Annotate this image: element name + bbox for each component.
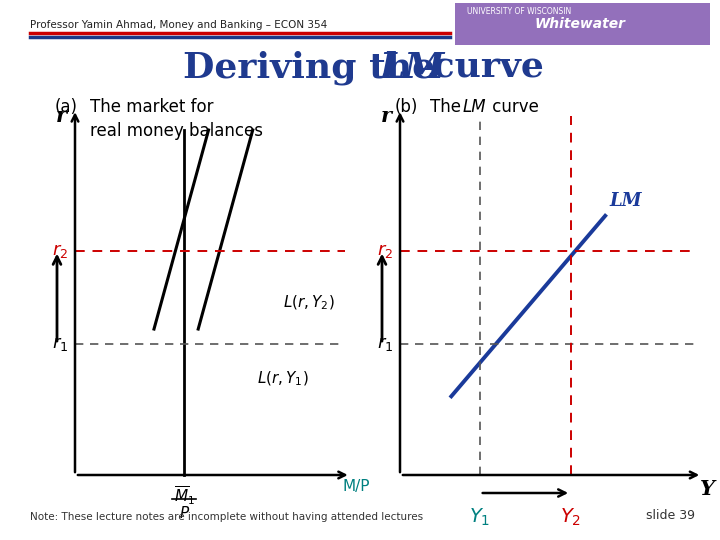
Text: Note: These lecture notes are incomplete without having attended lectures: Note: These lecture notes are incomplete… bbox=[30, 512, 423, 522]
Text: r: r bbox=[380, 106, 392, 126]
Text: Deriving the: Deriving the bbox=[183, 51, 448, 85]
Text: LM: LM bbox=[380, 51, 446, 85]
Text: LM: LM bbox=[609, 192, 642, 210]
Text: UNIVERSITY OF WISCONSIN: UNIVERSITY OF WISCONSIN bbox=[467, 6, 571, 16]
Text: The: The bbox=[430, 98, 467, 116]
Text: $Y_2$: $Y_2$ bbox=[560, 507, 582, 528]
Text: slide 39: slide 39 bbox=[646, 509, 695, 522]
Text: curve: curve bbox=[487, 98, 539, 116]
FancyBboxPatch shape bbox=[455, 3, 710, 45]
Text: (b): (b) bbox=[395, 98, 418, 116]
Text: $r_1$: $r_1$ bbox=[377, 335, 393, 353]
Text: r: r bbox=[55, 106, 66, 126]
Text: M/P: M/P bbox=[342, 479, 369, 494]
Text: Y: Y bbox=[701, 479, 715, 499]
Text: $r_2$: $r_2$ bbox=[377, 242, 393, 260]
Text: $r_2$: $r_2$ bbox=[52, 242, 68, 260]
Text: Professor Yamin Ahmad, Money and Banking – ECON 354: Professor Yamin Ahmad, Money and Banking… bbox=[30, 20, 328, 30]
Text: (a): (a) bbox=[55, 98, 78, 116]
Text: $L(r, Y_2)$: $L(r, Y_2)$ bbox=[283, 293, 335, 312]
Text: The market for
real money balances: The market for real money balances bbox=[90, 98, 263, 140]
Text: Whitewater: Whitewater bbox=[534, 17, 626, 31]
Text: curve: curve bbox=[420, 51, 544, 85]
Text: LM: LM bbox=[463, 98, 487, 116]
Text: $r_1$: $r_1$ bbox=[52, 335, 68, 353]
Text: $P$: $P$ bbox=[179, 505, 190, 521]
Text: $\overline{M}_1$: $\overline{M}_1$ bbox=[174, 485, 194, 508]
Text: $Y_1$: $Y_1$ bbox=[469, 507, 490, 528]
Text: $L(r, Y_1)$: $L(r, Y_1)$ bbox=[257, 369, 309, 388]
